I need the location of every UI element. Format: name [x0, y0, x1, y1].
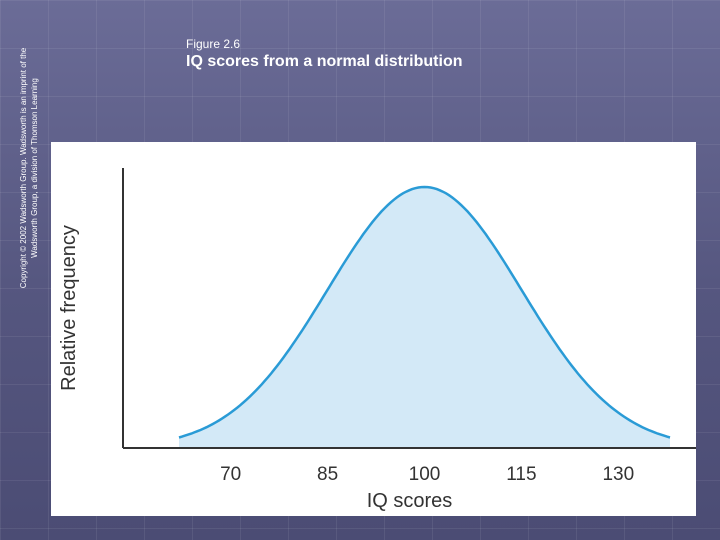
x-tick-label: 100 [409, 464, 441, 485]
x-tick-labels: 70 85 100 115 130 [220, 464, 634, 485]
x-tick-label: 85 [317, 464, 338, 485]
curve-area [179, 187, 670, 448]
copyright-line-1: Copyright © 2002 Wadsworth Group. Wadswo… [19, 47, 28, 289]
copyright-notice: Copyright © 2002 Wadsworth Group. Wadswo… [18, 18, 40, 318]
figure-label: Figure 2.6 [186, 37, 241, 51]
x-tick-label: 115 [506, 464, 536, 485]
x-tick-label: 70 [220, 464, 241, 485]
y-axis-label: Relative frequency [58, 225, 80, 391]
x-axis-label: IQ scores [367, 490, 453, 512]
normal-distribution-chart: 70 85 100 115 130 IQ scores Relative frequen… [58, 168, 696, 512]
figure-title: IQ scores from a normal distribution [186, 53, 463, 70]
copyright-line-2: Wadsworth Group, a division of Thomson L… [30, 78, 39, 258]
x-tick-label: 130 [602, 464, 634, 485]
curve-line [178, 185, 671, 439]
chart-panel: 70 85 100 115 130 IQ scores Relative frequen… [51, 142, 696, 516]
